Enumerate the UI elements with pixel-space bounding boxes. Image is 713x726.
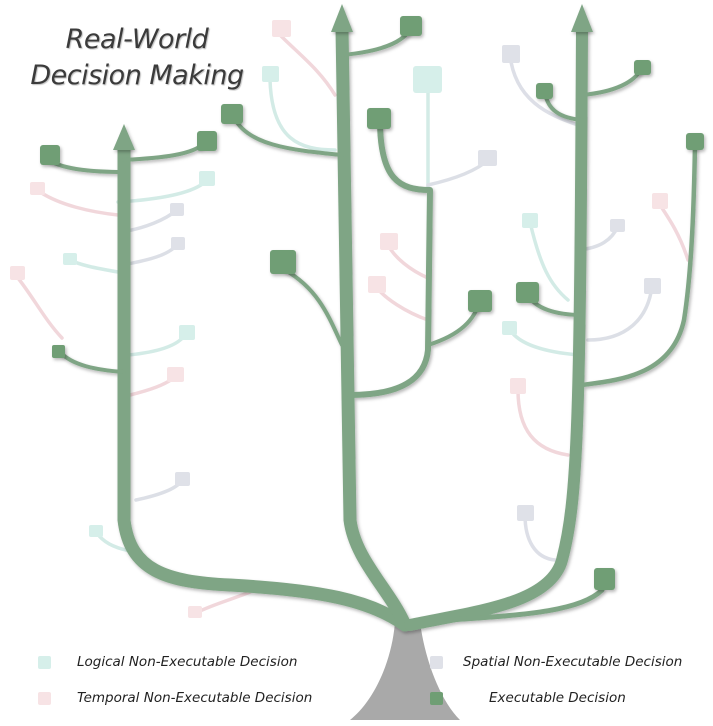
legend-item-temporal: Temporal Non-Executable Decision xyxy=(38,690,312,706)
executable-box xyxy=(270,250,296,274)
temporal-box xyxy=(368,276,386,293)
temporal-box xyxy=(652,193,668,209)
branch-center-lower-left xyxy=(283,268,344,347)
arrowhead-center xyxy=(331,4,353,32)
logical-box xyxy=(179,325,195,340)
spatial-box xyxy=(610,219,625,232)
temporal-branch xyxy=(278,33,337,97)
branch-center-upper-right xyxy=(340,28,412,57)
executable-box xyxy=(52,345,65,358)
temporal-box xyxy=(510,378,526,394)
branch-left-top-right xyxy=(122,140,207,162)
spatial-box xyxy=(644,278,661,294)
temporal-box xyxy=(30,182,45,195)
temporal-decision-boxes xyxy=(10,20,668,618)
executable-box xyxy=(536,83,553,99)
legend-label-temporal: Temporal Non-Executable Decision xyxy=(77,690,313,706)
branch-right-far-right xyxy=(579,142,698,388)
spatial-box xyxy=(502,45,520,63)
branch-center-fork xyxy=(347,117,433,398)
legend-label-spatial: Spatial Non-Executable Decision xyxy=(463,654,683,670)
left-main-branch xyxy=(117,138,412,632)
temporal-branch xyxy=(38,190,120,217)
legend-item-logical: Logical Non-Executable Decision xyxy=(38,654,297,670)
logical-branch xyxy=(68,258,120,274)
temporal-box xyxy=(188,606,202,618)
diagram-title: Real-World Decision Making xyxy=(22,22,252,94)
executable-box xyxy=(468,290,492,312)
logical-box xyxy=(89,525,103,537)
logical-branch xyxy=(508,328,580,357)
branch-left-mid xyxy=(58,350,126,374)
right-main-branch xyxy=(404,24,588,631)
spatial-box xyxy=(517,505,534,521)
executable-box xyxy=(197,131,217,151)
spatial-box xyxy=(171,237,185,250)
temporal-branch xyxy=(16,276,64,340)
arrowheads xyxy=(113,4,593,150)
spatial-branch xyxy=(508,53,580,127)
logical-branch xyxy=(126,333,187,357)
executable-box xyxy=(594,568,615,590)
spatial-box xyxy=(175,472,190,486)
logical-branch xyxy=(268,78,337,152)
temporal-box xyxy=(272,20,291,37)
spatial-branch xyxy=(586,284,654,342)
executable-box xyxy=(634,60,651,75)
logical-box xyxy=(262,66,279,82)
logical-box xyxy=(522,213,538,228)
executable-box xyxy=(516,282,539,303)
legend-label-logical: Logical Non-Executable Decision xyxy=(77,654,298,670)
legend-label-executable: Executable Decision xyxy=(489,690,626,706)
legend-swatch-logical xyxy=(38,655,51,669)
title-line-1: Real-World xyxy=(65,24,209,55)
arrowhead-left xyxy=(113,124,135,150)
logical-branch xyxy=(528,220,570,302)
temporal-box xyxy=(167,367,184,382)
branch-right-upper-right xyxy=(580,66,644,97)
executable-decision-boxes xyxy=(40,16,704,590)
branch-center-upper-left xyxy=(231,113,344,157)
legend-item-spatial: Spatial Non-Executable Decision xyxy=(430,654,682,670)
legend-swatch-executable xyxy=(430,691,443,705)
center-main-branch xyxy=(335,21,412,632)
branch-bottom-right xyxy=(447,587,605,623)
legend-item-executable: Executable Decision xyxy=(430,690,626,706)
temporal-branch xyxy=(658,203,690,262)
logical-box xyxy=(63,253,77,265)
spatial-box xyxy=(478,150,497,166)
temporal-branch xyxy=(516,388,570,457)
executable-box xyxy=(40,145,60,165)
logical-decision-boxes xyxy=(63,66,538,537)
logical-box xyxy=(502,321,517,335)
spatial-branch xyxy=(523,513,557,562)
legend-swatch-spatial xyxy=(430,655,443,669)
executable-box xyxy=(400,16,422,36)
temporal-box xyxy=(10,266,25,280)
temporal-box xyxy=(380,233,398,250)
logical-branch xyxy=(116,180,207,204)
title-line-2: Decision Making xyxy=(30,60,244,91)
legend-swatch-temporal xyxy=(38,691,51,705)
logical-box xyxy=(199,171,215,186)
spatial-box xyxy=(170,203,184,216)
spatial-decision-boxes xyxy=(170,45,661,521)
arrowhead-right xyxy=(571,4,593,32)
executable-box xyxy=(367,108,391,129)
executable-box xyxy=(686,133,704,150)
logical-box xyxy=(413,66,442,93)
temporal-branch xyxy=(196,590,252,614)
executable-box xyxy=(221,104,243,124)
